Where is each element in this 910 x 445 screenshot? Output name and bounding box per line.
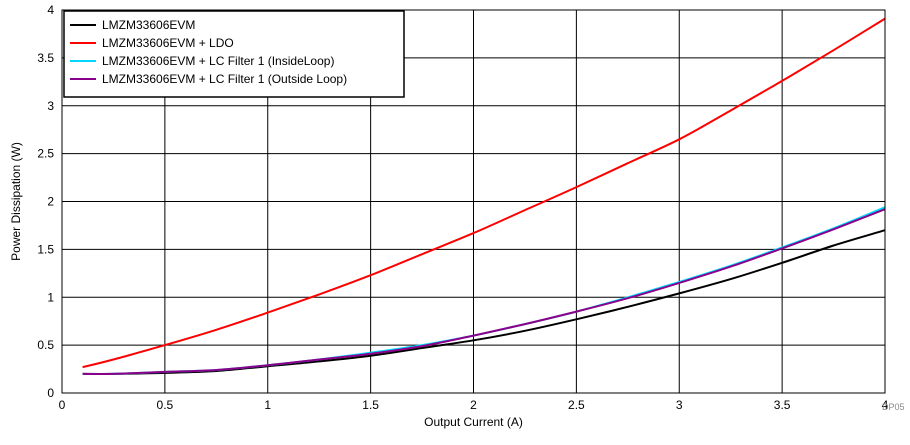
x-tick-label: 4 (882, 398, 889, 412)
legend-label: LMZM33606EVM (102, 18, 195, 32)
x-tick-label: 1.5 (362, 398, 379, 412)
legend-label: LMZM33606EVM + LC Filter 1 (Outside Loop… (102, 72, 347, 86)
figure-footnote: DP05 (882, 402, 905, 412)
x-tick-label: 1 (264, 398, 271, 412)
series-line-lmzm33606evm (82, 229, 886, 375)
legend-label: LMZM33606EVM + LC Filter 1 (InsideLoop) (102, 54, 334, 68)
series-lines (82, 17, 886, 376)
y-tick-labels: 0 0.5 1 1.5 2 2.5 3 3.5 4 (37, 3, 54, 400)
y-tick-label: 0.5 (37, 338, 54, 352)
x-tick-labels: 0 0.5 1 1.5 2 2.5 3 3.5 4 (59, 398, 889, 412)
y-tick-label: 3.5 (37, 51, 54, 65)
x-tick-label: 2 (470, 398, 477, 412)
y-tick-label: 2 (47, 195, 54, 209)
y-axis-label: Power Dissipation (W) (9, 142, 23, 261)
y-tick-label: 1.5 (37, 242, 54, 256)
legend: LMZM33606EVM LMZM33606EVM + LDO LMZM33606E… (63, 10, 405, 98)
series-line-ldo (82, 17, 886, 369)
y-tick-label: 0 (47, 386, 54, 400)
x-tick-label: 0.5 (157, 398, 174, 412)
x-tick-label: 3 (676, 398, 683, 412)
x-tick-label: 2.5 (568, 398, 585, 412)
series-line-lc-filter-inside-loop (82, 206, 886, 376)
y-tick-label: 1 (47, 290, 54, 304)
x-axis-label: Output Current (A) (424, 415, 523, 429)
x-tick-label: 3.5 (774, 398, 791, 412)
y-tick-label: 4 (47, 3, 54, 17)
y-tick-label: 2.5 (37, 147, 54, 161)
y-tick-label: 3 (47, 99, 54, 113)
series-line-lc-filter-outside-loop (82, 208, 886, 376)
legend-box (63, 10, 405, 98)
legend-label: LMZM33606EVM + LDO (102, 36, 234, 50)
x-tick-label: 0 (59, 398, 66, 412)
plot-border (61, 9, 886, 394)
